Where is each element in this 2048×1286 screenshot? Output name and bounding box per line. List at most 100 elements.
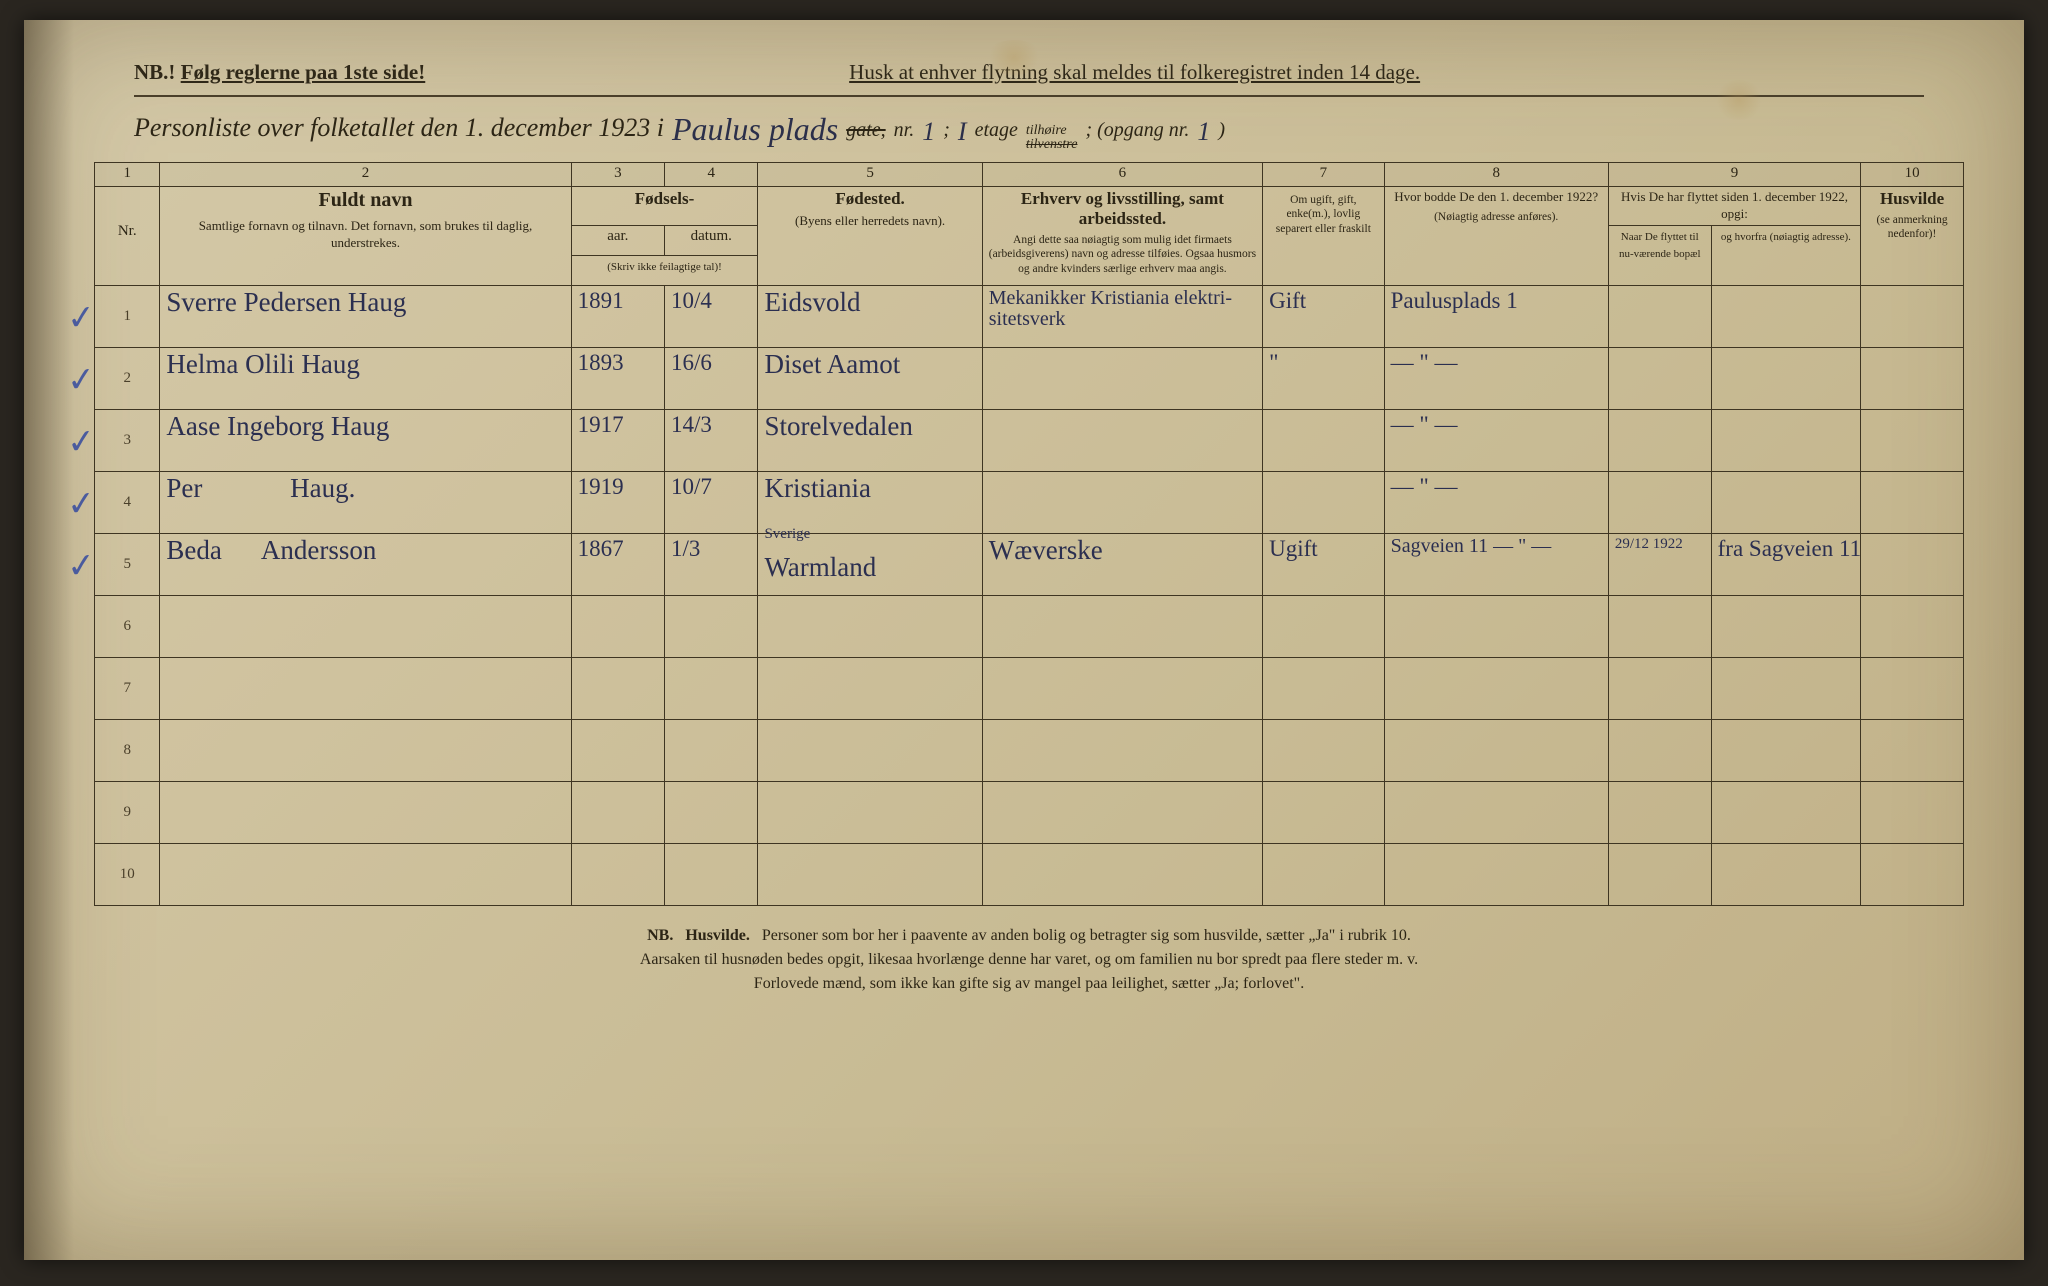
check-mark: ✓ — [65, 297, 97, 339]
cell-birthplace: Eidsvold — [758, 285, 982, 347]
cell-year: 1917 — [571, 409, 664, 471]
cell-marital: " — [1263, 347, 1384, 409]
head-year: aar. — [571, 225, 664, 255]
cell-moved-when — [1608, 285, 1711, 347]
colnum: 1 — [95, 163, 160, 187]
gate-word: gate, — [846, 119, 885, 142]
cell-occupation — [982, 347, 1262, 409]
census-form-page: NB.! Følg reglerne paa 1ste side! Husk a… — [24, 20, 2024, 1260]
table-row: ✓ 3 Aase Ingeborg Haug 1917 14/3 Storelv… — [95, 409, 1964, 471]
side-option: tilhøire tilvenstre — [1026, 124, 1078, 152]
table-row: 9 — [95, 781, 1964, 843]
head-husvilde: Husvilde (se anmerkning nedenfor)! — [1861, 187, 1964, 286]
footer-nb: NB. — [647, 927, 673, 944]
cell-marital — [1263, 471, 1384, 533]
cell-occupation: Mekanikker Kristiania elektri-sitetsverk — [982, 285, 1262, 347]
colnum: 2 — [160, 163, 571, 187]
table-row: ✓ 2 Helma Olili Haug 1893 16/6 Diset Aam… — [95, 347, 1964, 409]
cell-name: Aase Ingeborg Haug — [160, 409, 571, 471]
cell-moved-when — [1608, 347, 1711, 409]
table-row: ✓ 1 Sverre Pedersen Haug 1891 10/4 Eidsv… — [95, 285, 1964, 347]
census-table: 1 2 3 4 5 6 7 8 9 10 Nr. Fuldt navn Samt… — [94, 162, 1964, 906]
colnum: 8 — [1384, 163, 1608, 187]
nb-prefix: NB.! — [134, 60, 175, 84]
cell-date: 10/7 — [665, 471, 758, 533]
cell-moved-from — [1711, 285, 1861, 347]
header-rule — [134, 95, 1924, 97]
cell-husvilde — [1861, 347, 1964, 409]
cell-husvilde — [1861, 533, 1964, 595]
cell-addr1922: — " — — [1384, 347, 1608, 409]
row-nr: ✓ 4 — [95, 471, 160, 533]
table-row: ✓ 5 Beda Andersson 1867 1/3 Sverige Warm… — [95, 533, 1964, 595]
cell-birthplace: Kristiania — [758, 471, 982, 533]
footer-line3: Forlovede mænd, som ikke kan gifte sig a… — [754, 975, 1304, 992]
head-naar: Naar De flyttet til nu-værende bopæl — [1608, 225, 1711, 285]
cell-addr1922: Sagveien 11 — " — — [1384, 533, 1608, 595]
colnum: 3 — [571, 163, 664, 187]
nb-text: Følg reglerne paa 1ste side! — [181, 60, 426, 84]
head-birthplace: Fødested. (Byens eller herredets navn). — [758, 187, 982, 286]
cell-moved-when — [1608, 409, 1711, 471]
head-date: datum. — [665, 225, 758, 255]
cell-addr1922: — " — — [1384, 409, 1608, 471]
title-line: Personliste over folketallet den 1. dece… — [94, 107, 1964, 162]
birthplace-sup: Sverige — [764, 526, 810, 542]
cell-name: Sverre Pedersen Haug — [160, 285, 571, 347]
check-mark: ✓ — [65, 545, 97, 587]
row-nr: 7 — [95, 657, 160, 719]
cell-husvilde — [1861, 409, 1964, 471]
paper-stain — [1714, 80, 1764, 120]
row-nr: 10 — [95, 843, 160, 905]
cell-addr1922: — " — — [1384, 471, 1608, 533]
cell-addr1922: Paulusplads 1 — [1384, 285, 1608, 347]
head-name: Fuldt navn Samtlige fornavn og tilnavn. … — [160, 187, 571, 286]
head-nr: Nr. — [95, 187, 160, 286]
semi1: ; — [943, 119, 950, 142]
table-row: 10 — [95, 843, 1964, 905]
opgang-value: 1 — [1197, 117, 1210, 147]
table-row: 8 — [95, 719, 1964, 781]
cell-year: 1891 — [571, 285, 664, 347]
cell-date: 10/4 — [665, 285, 758, 347]
close-paren: ) — [1218, 119, 1225, 142]
table-row: ✓ 4 Per Haug. 1919 10/7 Kristiania — " — — [95, 471, 1964, 533]
cell-husvilde — [1861, 471, 1964, 533]
check-mark: ✓ — [65, 483, 97, 525]
option-bot: tilvenstre — [1026, 138, 1078, 152]
cell-marital: Ugift — [1263, 533, 1384, 595]
head-birth: Fødsels- — [571, 187, 758, 226]
paper-stain — [984, 40, 1044, 75]
cell-date: 1/3 — [665, 533, 758, 595]
cell-moved-from — [1711, 409, 1861, 471]
cell-marital — [1263, 409, 1384, 471]
head-addr1922: Hvor bodde De den 1. december 1922? (Nøi… — [1384, 187, 1608, 286]
row-nr: ✓ 5 — [95, 533, 160, 595]
table-body: ✓ 1 Sverre Pedersen Haug 1891 10/4 Eidsv… — [95, 285, 1964, 905]
head-moved: Hvis De har flyttet siden 1. december 19… — [1608, 187, 1860, 226]
footer-notes: NB. Husvilde. Personer som bor her i paa… — [94, 924, 1964, 996]
cell-marital: Gift — [1263, 285, 1384, 347]
colnum: 6 — [982, 163, 1262, 187]
cell-moved-from: fra Sagveien 11 — [1711, 533, 1861, 595]
footer-line1: Personer som bor her i paavente av anden… — [762, 927, 1411, 944]
option-top: tilhøire — [1026, 124, 1078, 138]
cell-date: 16/6 — [665, 347, 758, 409]
cell-name: Beda Andersson — [160, 533, 571, 595]
row-nr: 9 — [95, 781, 160, 843]
street-handwritten: Paulus plads — [672, 111, 838, 148]
cell-date: 14/3 — [665, 409, 758, 471]
cell-occupation: Wæverske — [982, 533, 1262, 595]
cell-year: 1919 — [571, 471, 664, 533]
col-number-row: 1 2 3 4 5 6 7 8 9 10 — [95, 163, 1964, 187]
opgang-label: ; (opgang nr. — [1085, 119, 1189, 142]
cell-birthplace: Sverige Warmland — [758, 533, 982, 595]
head-year-note: (Skriv ikke feilagtige tal)! — [571, 255, 758, 285]
cell-moved-from — [1711, 347, 1861, 409]
row-nr: ✓ 1 — [95, 285, 160, 347]
colnum: 7 — [1263, 163, 1384, 187]
table-row: 7 — [95, 657, 1964, 719]
head-marital: Om ugift, gift, enke(m.), lovlig separer… — [1263, 187, 1384, 286]
row-nr: 8 — [95, 719, 160, 781]
head-occupation: Erhverv og livsstilling, samt arbeidsste… — [982, 187, 1262, 286]
